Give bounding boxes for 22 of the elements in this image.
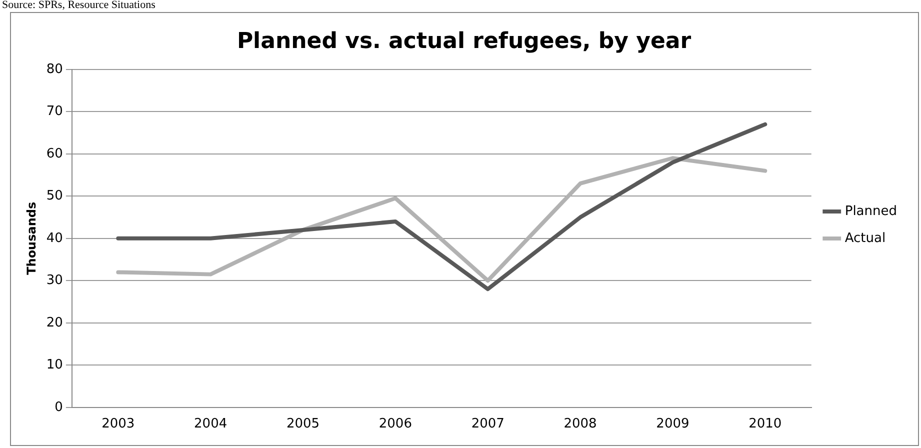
x-tick-label: 2003: [102, 416, 135, 432]
y-tick-label: 30: [46, 273, 63, 288]
x-tick-label: 2006: [378, 416, 412, 432]
x-tick-label: 2005: [286, 416, 320, 432]
y-tick-label: 50: [46, 188, 63, 204]
y-tick-label: 0: [54, 400, 63, 415]
legend-label: Planned: [844, 204, 898, 219]
y-tick-label: 70: [46, 104, 63, 120]
legend-label: Actual: [844, 230, 886, 246]
x-tick-label: 2010: [748, 416, 782, 432]
chart-title: Planned vs. actual refugees, by year: [236, 28, 692, 54]
y-tick-label: 80: [46, 62, 63, 77]
y-axis-title: Thousands: [24, 202, 38, 275]
x-tick-label: 2008: [564, 416, 597, 432]
x-tick-label: 2007: [471, 416, 504, 432]
source-note: Source: SPRs, Resource Situations: [2, 0, 156, 11]
y-tick-label: 60: [46, 146, 63, 162]
y-tick-label: 20: [46, 315, 63, 330]
x-tick-label: 2004: [194, 416, 228, 432]
x-tick-label: 2009: [656, 416, 690, 432]
y-tick-label: 40: [46, 230, 63, 246]
y-tick-label: 10: [46, 358, 63, 373]
